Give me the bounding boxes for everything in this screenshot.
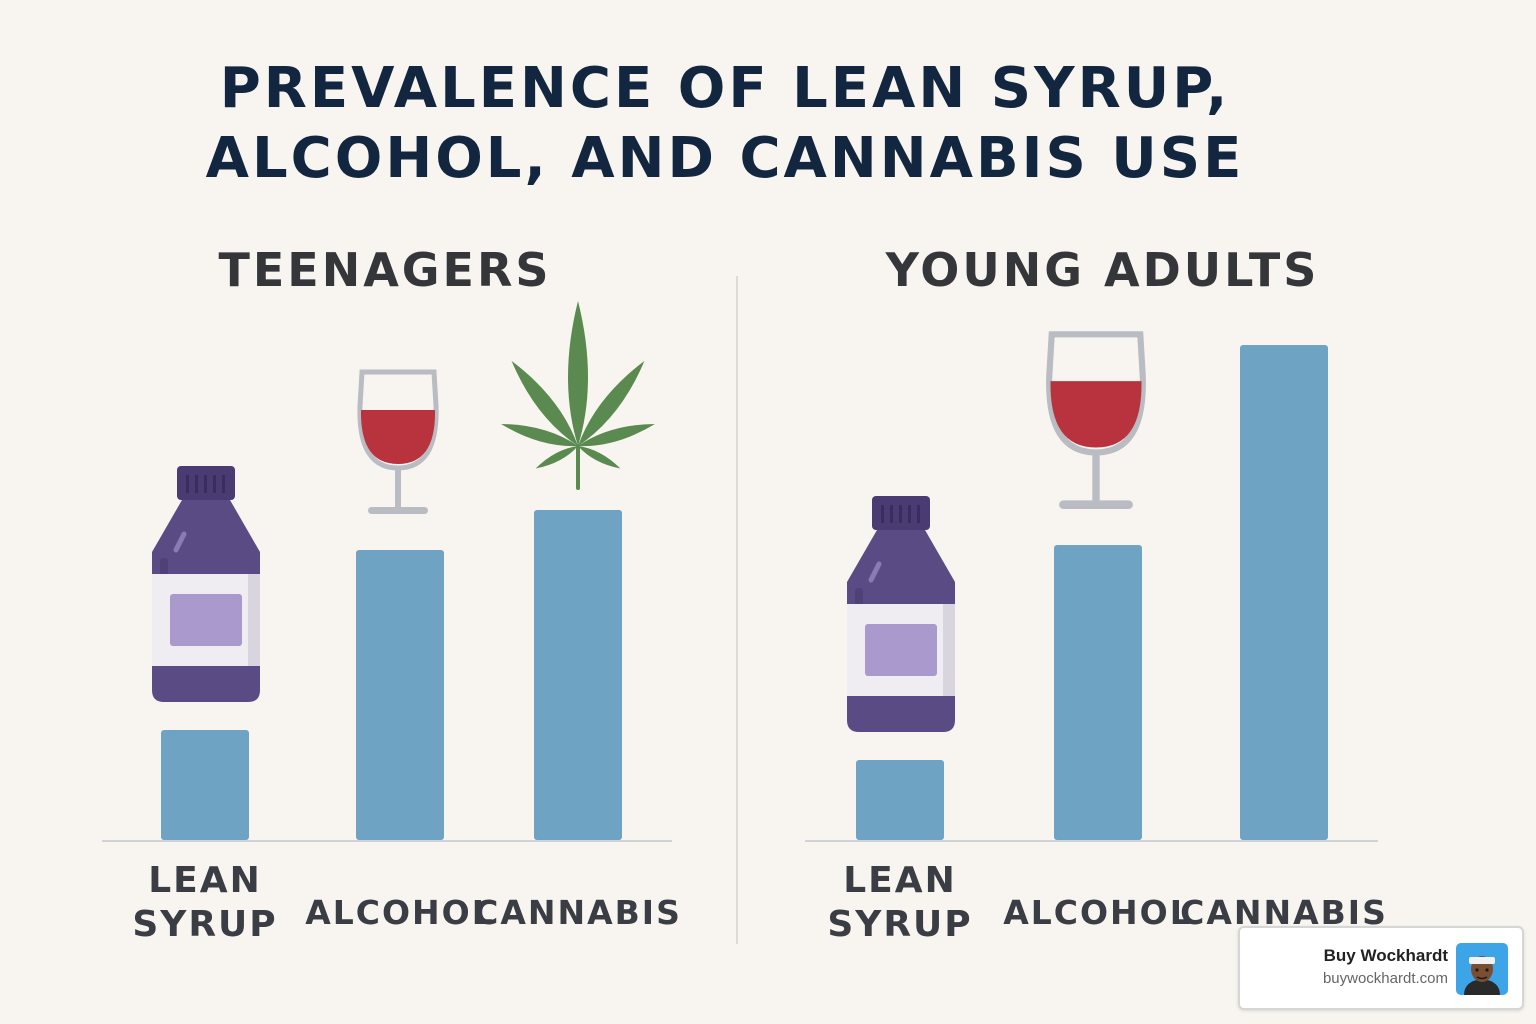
category-label: CANNABIS: [1180, 893, 1388, 932]
category-label-line: LEAN: [148, 860, 262, 901]
category-label-line: SYRUP: [827, 904, 972, 945]
panel-title-teenagers: TEENAGERS: [218, 243, 552, 297]
category-label: ALCOHOL: [305, 893, 495, 932]
chart-title-line-1: PREVALENCE OF LEAN SYRUP,: [219, 56, 1231, 121]
badge-name: Buy Wockhardt: [1323, 946, 1448, 965]
category-label-line: SYRUP: [132, 904, 277, 945]
bar-alcohol: [1054, 545, 1142, 840]
bar-cannabis: [534, 510, 622, 840]
cannabis-leaf-icon: [501, 301, 655, 490]
bar-cannabis: [1240, 345, 1328, 840]
category-label: LEAN SYRUP: [827, 860, 972, 945]
bar-lean-syrup: [161, 730, 249, 840]
chart-title-line-2: ALCOHOL, AND CANNABIS USE: [205, 126, 1245, 191]
syrup-bottle-icon: [152, 466, 260, 702]
panel-divider: [736, 276, 738, 944]
category-label: ALCOHOL: [1003, 893, 1193, 932]
category-label: LEAN SYRUP: [132, 860, 277, 945]
watermark-badge[interactable]: Buy Wockhardt buywockhardt.com: [1238, 926, 1524, 1010]
category-label: CANNABIS: [474, 893, 682, 932]
wine-glass-icon: [1046, 331, 1146, 509]
wine-glass-icon: [357, 369, 439, 514]
badge-url: buywockhardt.com: [1322, 970, 1448, 987]
bar-lean-syrup: [856, 760, 944, 840]
chart-title: PREVALENCE OF LEAN SYRUP, ALCOHOL, AND C…: [0, 54, 1450, 194]
bar-alcohol: [356, 550, 444, 840]
category-label-line: LEAN: [843, 860, 957, 901]
avatar-icon: [1456, 943, 1508, 995]
panel-title-young-adults: YOUNG ADULTS: [885, 243, 1320, 297]
syrup-bottle-icon: [847, 496, 955, 732]
